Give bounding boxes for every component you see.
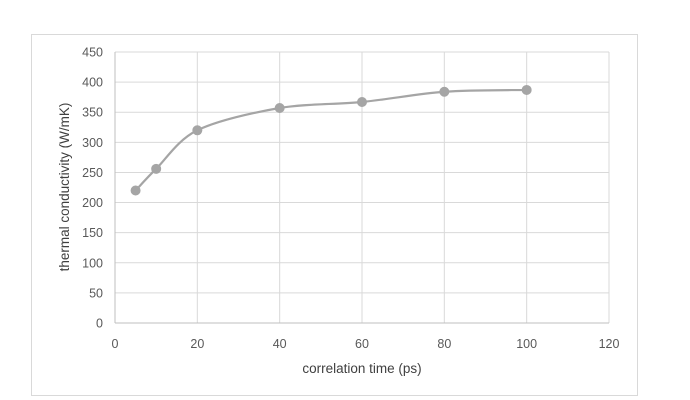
x-tick-label-40: 40 — [273, 337, 287, 351]
x-tick-label-20: 20 — [190, 337, 204, 351]
y-tick-label-0: 0 — [96, 317, 103, 331]
y-tick-label-250: 250 — [82, 166, 103, 180]
y-tick-label-450: 450 — [82, 46, 103, 60]
x-tick-label-100: 100 — [516, 337, 537, 351]
y-tick-label-300: 300 — [82, 136, 103, 150]
y-tick-label-350: 350 — [82, 106, 103, 120]
x-tick-label-60: 60 — [355, 337, 369, 351]
y-axis-label: thermal conductivity (W/mK) — [57, 103, 72, 272]
y-tick-label-400: 400 — [82, 76, 103, 90]
data-point-60 — [356, 96, 367, 107]
data-point-5 — [130, 185, 141, 196]
x-tick-label-80: 80 — [437, 337, 451, 351]
data-point-100 — [521, 84, 532, 95]
tick-labels: 0 50 100 150 200 250 300 350 400 450 0 20 40 60 80 100 1… — [82, 46, 619, 352]
data-point-40 — [274, 103, 285, 114]
chart-area — [31, 34, 638, 396]
gridlines — [115, 51, 610, 323]
x-tick-label-0: 0 — [112, 337, 119, 351]
data-point-10 — [151, 163, 162, 174]
x-tick-label-120: 120 — [599, 337, 620, 351]
y-tick-label-50: 50 — [89, 286, 103, 300]
x-axis-label: correlation time (ps) — [302, 361, 421, 376]
series-layer — [130, 84, 532, 196]
y-tick-label-150: 150 — [82, 226, 103, 240]
series-line-0 — [134, 88, 528, 192]
y-tick-label-100: 100 — [82, 256, 103, 270]
axes — [114, 52, 609, 324]
y-tick-label-200: 200 — [82, 196, 103, 210]
data-point-20 — [192, 125, 203, 136]
data-point-80 — [439, 86, 450, 97]
